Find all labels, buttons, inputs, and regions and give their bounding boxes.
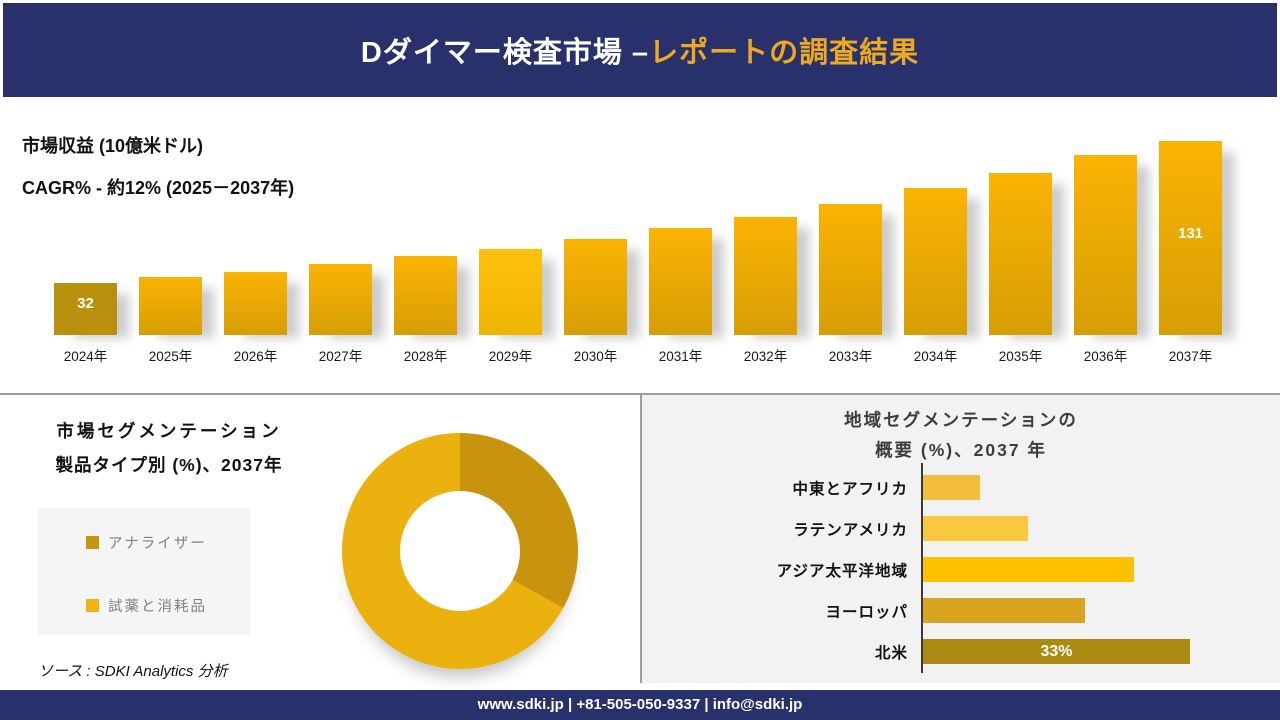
region-row: 中東とアフリカ	[642, 467, 1280, 508]
x-axis-label: 2031年	[658, 349, 703, 364]
x-axis-label: 2033年	[828, 349, 873, 364]
legend-label-reagents: 試薬と消耗品	[108, 599, 207, 615]
region-label: 北米	[874, 644, 908, 662]
x-axis-label: 2029年	[488, 349, 533, 364]
page-title: Dダイマー検査市場 –レポートの調査結果	[361, 29, 919, 71]
product-section-title-line2: 製品タイプ別 (%)、2037年	[55, 455, 283, 475]
x-axis-label: 2027年	[318, 349, 363, 364]
x-axis-label: 2028年	[403, 349, 448, 364]
revenue-bar: 131	[1159, 141, 1222, 335]
region-segmentation-section: 地域セグメンテーションの 概要 (%)、2037 年 中東とアフリカ ラテンアメリ…	[642, 395, 1280, 683]
revenue-metric-label: 市場収益 (10億米ドル)	[22, 136, 204, 156]
revenue-bar	[394, 256, 457, 335]
footer-bar: www.sdki.jp | +81-505-050-9337 | info@sd…	[0, 690, 1280, 720]
revenue-bar	[819, 204, 882, 335]
region-value-label: 33%	[1040, 642, 1073, 660]
reagents-swatch-icon	[86, 599, 99, 612]
legend-item-reagents: 試薬と消耗品	[86, 595, 250, 616]
region-row: ラテンアメリカ	[642, 508, 1280, 549]
header-banner: Dダイマー検査市場 –レポートの調査結果	[3, 3, 1277, 97]
region-bar	[923, 475, 980, 500]
revenue-bar-column: 2032年	[734, 130, 797, 372]
revenue-bar-column: 2030年	[564, 130, 627, 372]
revenue-bar-column: 131 2037年	[1159, 130, 1222, 372]
region-bar	[923, 598, 1085, 623]
footer-contact: www.sdki.jp | +81-505-050-9337 | info@sd…	[477, 696, 803, 713]
region-title-line2: 概要 (%)、2037 年	[875, 440, 1047, 460]
product-segmentation-section: 市場セグメンテーション 製品タイプ別 (%)、2037年 アナライザー 試薬と消…	[0, 396, 640, 690]
revenue-bar	[479, 249, 542, 335]
page-title-main: Dダイマー検査市場 –	[360, 37, 650, 69]
vertical-divider	[640, 393, 642, 683]
x-axis-label: 2037年	[1168, 349, 1213, 364]
region-section-title: 地域セグメンテーションの 概要 (%)、2037 年	[642, 395, 1280, 465]
page-title-accent: レポートの調査結果	[649, 37, 920, 69]
region-title-line1: 地域セグメンテーションの	[844, 410, 1078, 430]
revenue-bar	[904, 188, 967, 335]
revenue-bars: 32 2024年 2025年 2026年 2027年 2028年 2029年 2030年 203…	[36, 130, 1240, 372]
region-bars: 中東とアフリカ ラテンアメリカアジア太平洋地域ヨーロッパ北米 33%	[642, 467, 1280, 672]
revenue-bar	[989, 173, 1052, 335]
revenue-bar	[564, 239, 627, 335]
region-label: ヨーロッパ	[825, 603, 908, 621]
revenue-bar-column: 2028年	[394, 130, 457, 372]
revenue-bar	[309, 264, 372, 335]
revenue-bar: 32	[54, 283, 117, 335]
product-donut-chart	[342, 433, 578, 669]
source-note: ソース : SDKI Analytics 分析	[38, 663, 228, 680]
revenue-bar-column: 2035年	[989, 130, 1052, 372]
product-section-title-line1: 市場セグメンテーション	[56, 421, 282, 441]
x-axis-label: 2024年	[63, 349, 108, 364]
x-axis-label: 2036年	[1083, 349, 1128, 364]
revenue-bar-column: 2029年	[479, 130, 542, 372]
revenue-bar-column: 2025年	[139, 130, 202, 372]
revenue-bar-column: 2027年	[309, 130, 372, 372]
revenue-bar-column: 2034年	[904, 130, 967, 372]
region-bar	[923, 557, 1134, 582]
region-row: アジア太平洋地域	[642, 549, 1280, 590]
x-axis-label: 2030年	[573, 349, 618, 364]
revenue-bar-column: 2026年	[224, 130, 287, 372]
product-legend: アナライザー 試薬と消耗品	[38, 508, 250, 635]
x-axis-label: 2025年	[148, 349, 193, 364]
region-bar	[923, 516, 1028, 541]
region-row: 北米 33%	[642, 631, 1280, 672]
revenue-bar-column: 32 2024年	[54, 130, 117, 372]
revenue-cagr-label: CAGR% - 約12% (2025－2037年)	[22, 178, 295, 198]
bar-value-label: 32	[77, 295, 94, 312]
legend-label-analyzer: アナライザー	[108, 536, 207, 552]
region-label: ラテンアメリカ	[793, 521, 908, 539]
revenue-bar	[224, 272, 287, 335]
revenue-bar-column: 2033年	[819, 130, 882, 372]
x-axis-label: 2032年	[743, 349, 788, 364]
x-axis-label: 2026年	[233, 349, 278, 364]
revenue-bar	[649, 228, 712, 335]
revenue-bar	[139, 277, 202, 335]
revenue-bar	[734, 217, 797, 335]
x-axis-label: 2035年	[998, 349, 1043, 364]
region-label: 中東とアフリカ	[792, 480, 908, 498]
bar-value-label: 131	[1177, 225, 1204, 242]
revenue-bar-column: 2036年	[1074, 130, 1137, 372]
region-label: アジア太平洋地域	[776, 562, 908, 580]
analyzer-swatch-icon	[86, 536, 99, 549]
legend-item-analyzer: アナライザー	[86, 532, 250, 553]
x-axis-label: 2034年	[913, 349, 958, 364]
region-axis-line	[921, 463, 923, 673]
region-row: ヨーロッパ	[642, 590, 1280, 631]
revenue-bar-column: 2031年	[649, 130, 712, 372]
region-bar: 33%	[923, 639, 1190, 664]
revenue-bar	[1074, 155, 1137, 335]
